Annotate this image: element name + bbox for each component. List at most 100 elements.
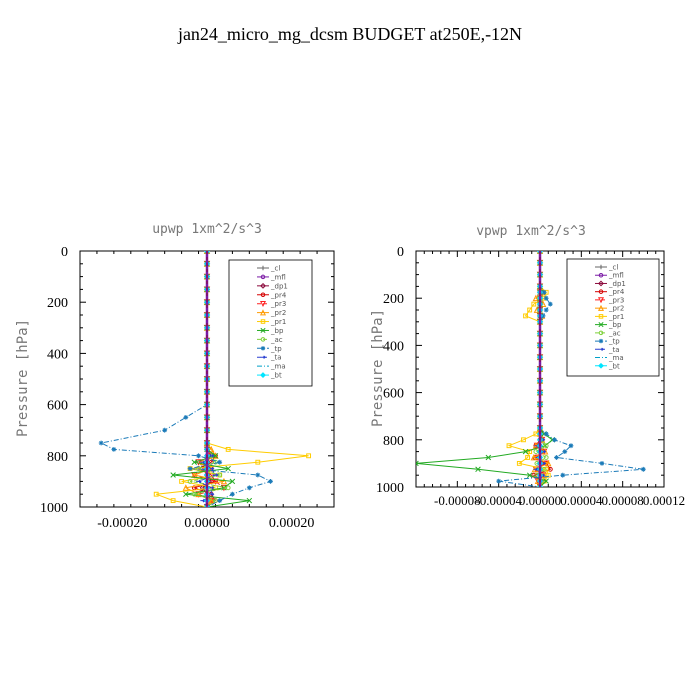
upwp-point-bp (246, 497, 253, 504)
vpwp-point-bp (485, 454, 492, 461)
vpwp-legend-label: _pr2 (608, 305, 624, 313)
upwp-point-ac (187, 478, 193, 484)
upwp-point-ta (213, 473, 219, 477)
upwp-x-tick-label: -0.00020 (97, 516, 147, 531)
vpwp-point-tp (640, 466, 646, 472)
vpwp-legend-label: _ma (608, 354, 624, 362)
vpwp-x-tick-label: -0.00004 (475, 493, 522, 508)
vpwp-y-tick-label: 800 (383, 434, 404, 449)
vpwp-point-tp (543, 295, 549, 301)
vpwp-legend-marker (597, 304, 605, 311)
upwp-legend-label: _pr2 (270, 309, 286, 317)
upwp-panel: upwp 1xm^2/s^3 Pressure [hPa] 0 200 400 600… (15, 222, 335, 531)
vpwp-legend-label: _mfl (608, 272, 624, 280)
vpwp-legend-marker (598, 264, 604, 270)
vpwp-point-pr1 (531, 301, 537, 307)
upwp-legend-label: _pr3 (270, 300, 286, 308)
vpwp-point-bp (416, 460, 419, 467)
vpwp-series-tp (498, 251, 644, 487)
upwp-point-pr1 (179, 478, 185, 484)
upwp-point-pr1 (153, 491, 159, 497)
upwp-point-ta (196, 479, 202, 484)
vpwp-legend-marker (598, 347, 604, 352)
vpwp-point-tp (568, 443, 574, 449)
vpwp-point-tp (560, 472, 566, 478)
upwp-legend-marker (260, 337, 266, 342)
upwp-point-tp (217, 498, 223, 503)
upwp-point-tp (196, 453, 201, 459)
vpwp-legend-label: _tp (608, 338, 620, 346)
vpwp-legend-label: _ac (608, 329, 621, 337)
vpwp-legend-label: _ta (608, 346, 620, 354)
upwp-x-tick-label: 0.00020 (269, 516, 315, 531)
vpwp-point-tp (541, 289, 547, 295)
upwp-point-bp (212, 453, 219, 459)
vpwp-legend: _cl_mfl_dp1_pr4_pr3_pr2_pr1_bp_ac_tp_ta_… (566, 258, 660, 377)
vpwp-point-pr2 (530, 453, 538, 461)
upwp-point-bp (170, 472, 176, 478)
vpwp-legend-label: _bt (608, 362, 620, 370)
vpwp-point-bp (475, 466, 481, 473)
vpwp-y-tick-label: 0 (397, 245, 404, 260)
vpwp-legend-box (566, 258, 660, 377)
upwp-point-tp (268, 479, 273, 484)
vpwp-point-tp (543, 431, 549, 437)
upwp-legend-marker (260, 292, 266, 298)
vpwp-point-pr1 (523, 313, 528, 319)
upwp-y-tick-label: 400 (47, 347, 68, 362)
vpwp-point-bp (522, 448, 529, 455)
upwp-y-tick-label: 200 (47, 296, 68, 311)
upwp-y-tick-label: 600 (47, 399, 68, 414)
vpwp-point-pr1 (525, 455, 531, 460)
upwp-legend-label: _pr4 (270, 291, 287, 299)
upwp-y-tick-label: 0 (61, 245, 68, 260)
upwp-point-ac (225, 485, 231, 491)
upwp-point-tp (187, 466, 193, 471)
upwp-point-bp (191, 459, 198, 465)
upwp-point-pr1 (306, 453, 312, 459)
vpwp-legend-label: _bp (608, 321, 622, 329)
upwp-y-axis-label: Pressure [hPa] (15, 319, 31, 437)
vpwp-point-ac (543, 455, 549, 460)
vpwp-legend-marker (598, 272, 604, 278)
upwp-legend-label: _bt (270, 372, 282, 380)
upwp-legend-marker (260, 355, 266, 359)
upwp-point-dp1 (199, 484, 206, 491)
vpwp-x-tick-label: -0.00008 (434, 493, 481, 508)
upwp-legend-label: _bp (270, 327, 284, 335)
vpwp-point-pr1 (506, 443, 512, 449)
upwp-point-bp (221, 485, 227, 491)
vpwp-x-tick-label: 0.00012 (643, 493, 685, 508)
vpwp-point-tp (554, 455, 559, 460)
vpwp-y-axis-label: Pressure [hPa] (370, 309, 386, 427)
vpwp-y-tick-label: 200 (383, 292, 404, 307)
upwp-point-tp (162, 427, 168, 433)
vpwp-point-pr1 (516, 460, 522, 466)
upwp-point-pr2 (220, 477, 228, 485)
upwp-point-bp (229, 478, 236, 485)
vpwp-x-tick-label: 0.00000 (519, 493, 561, 508)
upwp-point-pr3 (195, 459, 202, 466)
upwp-legend-marker (259, 300, 267, 308)
upwp-point-pr2 (182, 484, 190, 491)
vpwp-legend-marker (598, 338, 604, 344)
upwp-legend-label: _cl (270, 265, 280, 273)
upwp-point-pr1 (170, 498, 176, 504)
vpwp-point-tp (599, 461, 605, 466)
vpwp-legend-label: _dp1 (608, 280, 626, 288)
upwp-legend-marker (260, 319, 266, 324)
vpwp-title: vpwp 1xm^2/s^3 (476, 224, 586, 239)
upwp-x-tick-label: 0.00000 (184, 516, 230, 531)
vpwp-y-tick-label: 400 (383, 339, 404, 354)
upwp-y-tick-label: 800 (47, 450, 68, 465)
vpwp-point-pr1 (527, 449, 533, 455)
vpwp-legend-marker (598, 322, 604, 328)
upwp-point-tp (183, 415, 189, 420)
upwp-legend: _cl_mfl_dp1_pr4_pr3_pr2_pr1_bp_ac_tp_ta_… (228, 259, 313, 387)
upwp-point-tp (230, 491, 235, 497)
vpwp-point-bp (543, 478, 549, 484)
vpwp-legend-marker (598, 280, 604, 287)
vpwp-point-tp (562, 449, 568, 454)
upwp-legend-marker (260, 372, 266, 378)
